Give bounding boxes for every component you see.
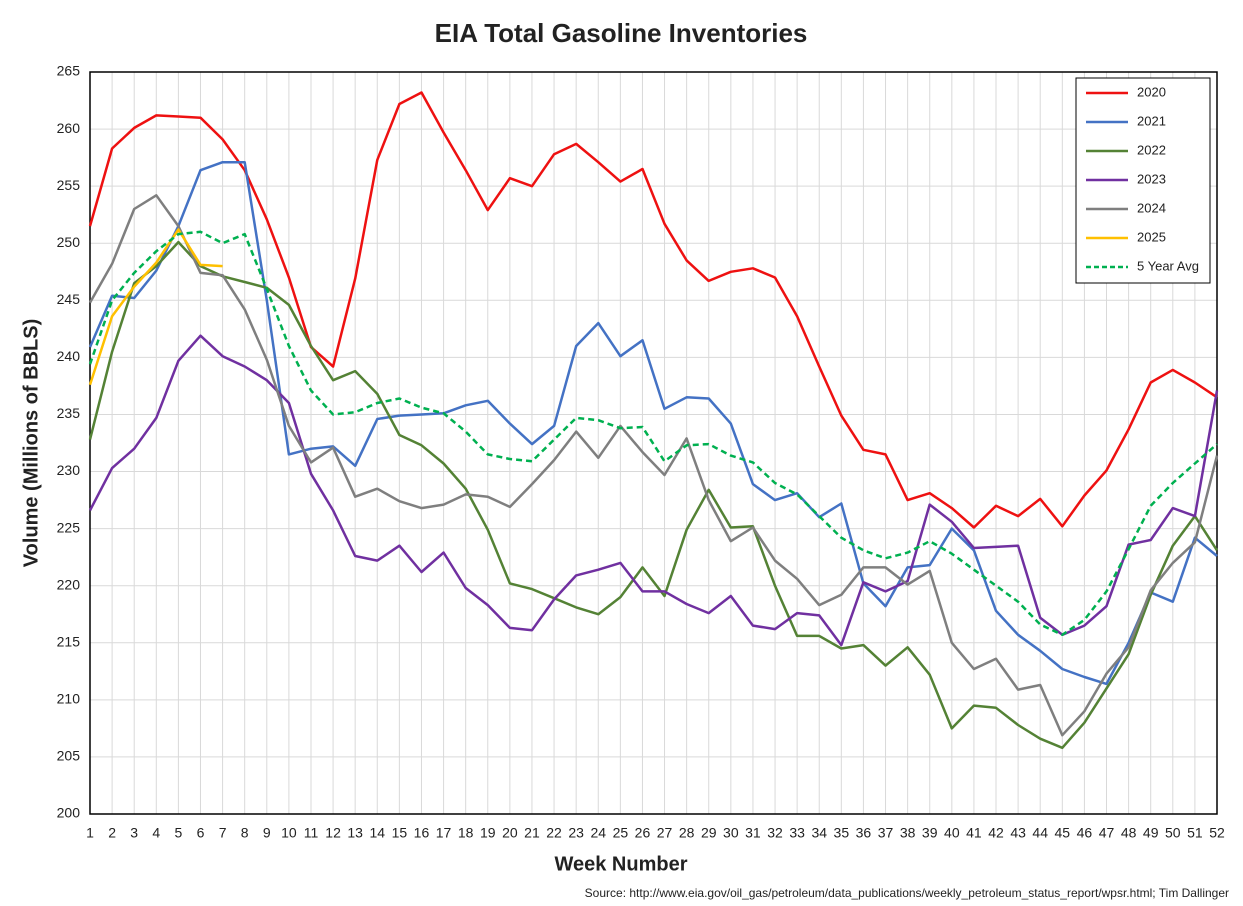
y-tick-label: 240: [57, 348, 81, 364]
x-tick-label: 6: [197, 825, 205, 841]
y-tick-label: 225: [57, 519, 81, 535]
y-tick-label: 265: [57, 63, 81, 79]
x-tick-label: 50: [1165, 825, 1181, 841]
x-tick-label: 3: [130, 825, 138, 841]
x-tick-label: 47: [1099, 825, 1115, 841]
x-tick-label: 20: [502, 825, 518, 841]
x-tick-label: 46: [1077, 825, 1093, 841]
y-tick-label: 210: [57, 691, 81, 707]
x-tick-label: 40: [944, 825, 960, 841]
x-tick-label: 7: [219, 825, 227, 841]
legend-label: 2025: [1137, 229, 1166, 244]
y-tick-label: 250: [57, 234, 81, 250]
x-tick-label: 9: [263, 825, 271, 841]
x-tick-label: 24: [590, 825, 606, 841]
legend-label: 2022: [1137, 142, 1166, 157]
x-tick-label: 8: [241, 825, 249, 841]
x-tick-label: 13: [347, 825, 363, 841]
x-tick-label: 29: [701, 825, 717, 841]
series-line: [88, 240, 1219, 750]
x-tick-label: 23: [568, 825, 584, 841]
x-tick-label: 30: [723, 825, 739, 841]
y-tick-label: 215: [57, 633, 81, 649]
x-tick-label: 42: [988, 825, 1004, 841]
series-line: [88, 160, 1218, 686]
x-tick-label: 41: [966, 825, 982, 841]
series-line: [88, 91, 1218, 529]
series-line: [88, 194, 1219, 737]
x-tick-label: 38: [900, 825, 916, 841]
plot-border: [89, 71, 1218, 815]
legend-label: 5 Year Avg: [1137, 258, 1199, 273]
x-tick-label: 17: [436, 825, 452, 841]
x-tick-label: 26: [635, 825, 651, 841]
legend: 2020 2021 2022 2023 2024 2025 5 Year Avg: [1075, 77, 1211, 284]
y-tick-label: 245: [57, 291, 81, 307]
y-tick-label: 255: [57, 177, 81, 193]
x-tick-label: 4: [152, 825, 160, 841]
y-axis-label: Volume (Millions of BBLS): [20, 319, 42, 568]
y-tick-label: 220: [57, 576, 81, 592]
legend-label: 2021: [1137, 113, 1166, 128]
x-tick-label: 14: [369, 825, 385, 841]
x-tick-label: 35: [834, 825, 850, 841]
x-tick-label: 51: [1187, 825, 1203, 841]
x-tick-label: 25: [613, 825, 629, 841]
y-tick-label: 235: [57, 405, 81, 421]
series-line: [88, 228, 223, 386]
x-tick-label: 5: [174, 825, 182, 841]
x-tick-label: 11: [304, 825, 319, 841]
x-tick-label: 16: [414, 825, 430, 841]
x-tick-label: 27: [657, 825, 673, 841]
x-tick-label: 12: [325, 825, 341, 841]
x-tick-label: 15: [392, 825, 408, 841]
x-tick-label: 10: [281, 825, 297, 841]
x-tick-label: 22: [546, 825, 562, 841]
x-tick-label: 1: [86, 825, 94, 841]
legend-label: 2023: [1137, 171, 1166, 186]
x-tick-label: 18: [458, 825, 474, 841]
x-tick-label: 32: [767, 825, 783, 841]
x-axis-label: Week Number: [554, 853, 687, 875]
x-tick-label: 45: [1055, 825, 1071, 841]
x-tick-label: 39: [922, 825, 938, 841]
legend-label: 2020: [1137, 84, 1166, 99]
y-tick-label: 260: [57, 120, 81, 136]
x-tick-label: 48: [1121, 825, 1137, 841]
x-tick-label: 44: [1032, 825, 1048, 841]
x-tick-label: 43: [1010, 825, 1026, 841]
y-tick-label: 205: [57, 748, 81, 764]
legend-label: 2024: [1137, 200, 1166, 215]
y-tick-label: 230: [57, 462, 81, 478]
x-tick-label: 52: [1209, 825, 1225, 841]
x-tick-label: 33: [789, 825, 805, 841]
source-note: Source: http://www.eia.gov/oil_gas/petro…: [585, 886, 1229, 900]
x-tick-label: 34: [811, 825, 827, 841]
x-tick-label: 36: [856, 825, 872, 841]
x-tick-label: 2: [108, 825, 116, 841]
y-tick-label: 200: [57, 805, 81, 821]
series-line: [88, 230, 1218, 637]
chart-title: EIA Total Gasoline Inventories: [435, 18, 808, 48]
x-tick-label: 21: [524, 825, 540, 841]
x-tick-label: 19: [480, 825, 496, 841]
x-tick-label: 31: [745, 825, 761, 841]
x-tick-label: 37: [878, 825, 894, 841]
series-line: [88, 334, 1219, 647]
x-tick-label: 28: [679, 825, 695, 841]
x-tick-label: 49: [1143, 825, 1159, 841]
